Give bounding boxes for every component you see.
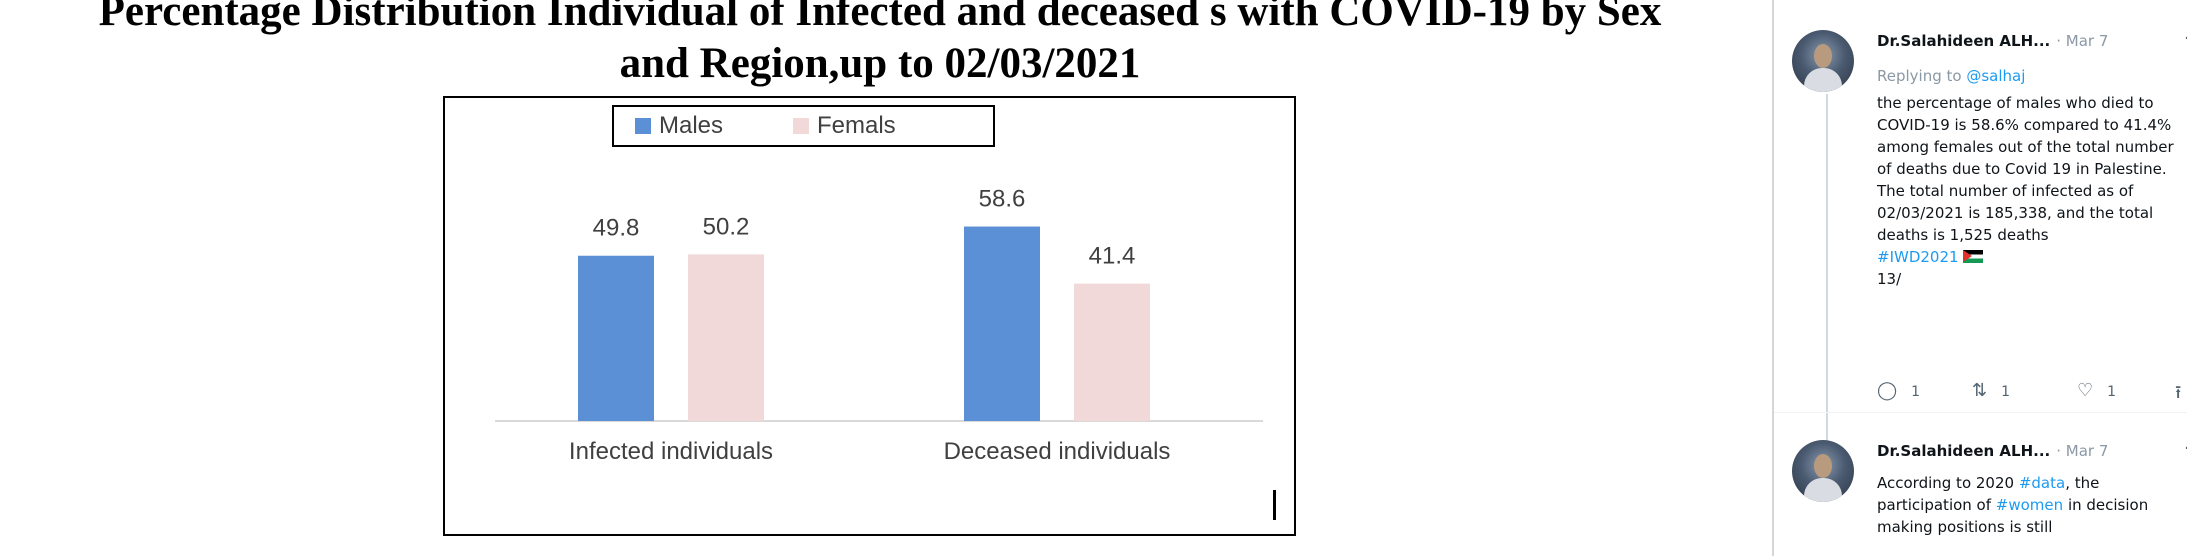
reply-context: Replying to @salhaj [1877,67,2025,85]
data-label: 58.6 [979,186,1026,213]
text-cursor [1273,490,1276,520]
legend-label: Males [659,112,723,139]
bar-chart: 49.8 50.2 Infected individuals 58.6 41.4 Dece… [495,105,1263,465]
tweet-body-part1: According to 2020 [1877,474,2019,492]
legend-label: Femals [817,112,896,139]
title-line-1: Percentage Distribution Individual of In… [98,0,1662,35]
x-tick-label: Deceased individuals [944,438,1171,465]
author-name[interactable]: Dr.Salahideen ALH... [1877,32,2051,50]
more-icon[interactable]: ··· [2184,438,2187,459]
thread-counter: 13/ [1877,270,1902,288]
chart-title: Percentage Distribution Individual of In… [0,0,1760,90]
legend-swatch [793,118,809,134]
bar-males-1 [964,226,1040,421]
slide-area: Percentage Distribution Individual of In… [0,0,1760,536]
bar-males-0 [578,255,654,421]
thread-line [1826,94,1828,454]
tweet-body-part2: , the participation of [1877,474,2100,514]
data-label: 50.2 [703,213,750,240]
legend-swatch [635,118,651,134]
tweet-text: According to 2020 #data, the participati… [1877,472,2182,538]
like-button[interactable]: ♡ 1 [2077,380,2116,401]
share-icon: ⭱ [2175,382,2182,403]
author-name[interactable]: Dr.Salahideen ALH... [1877,442,2051,460]
reply-button[interactable]: ◯ 1 [1877,380,1920,401]
share-button[interactable]: ⭱ [2175,380,2187,410]
reply-count: 1 [1911,384,1921,400]
palestine-flag-icon [1963,250,1984,263]
pane-divider [1772,0,1774,556]
tweet-header: Dr.Salahideen ALH... · Mar 7 [1877,32,2108,50]
tweet-body: the percentage of males who died to COVI… [1877,94,2174,244]
retweet-button[interactable]: ⇅ 1 [1972,380,2010,401]
tweet-separator [1774,412,2187,413]
bar-femals-1 [1074,283,1150,421]
reply-icon: ◯ [1877,380,1898,401]
avatar[interactable] [1792,30,1854,92]
bar-femals-0 [688,254,764,421]
twitter-thread[interactable]: Dr.Salahideen ALH... · Mar 7 ··· Replying… [1774,0,2187,556]
title-line-2: and Region,up to 02/03/2021 [619,40,1141,87]
hashtag-link[interactable]: #IWD2021 [1877,248,1959,266]
tweet-header: Dr.Salahideen ALH... · Mar 7 [1877,442,2108,460]
x-tick-label: Infected individuals [569,438,773,465]
tweet-body-part3: in decision making positions is still [1877,496,2149,536]
data-label: 49.8 [593,215,640,242]
tweet[interactable]: Dr.Salahideen ALH... · Mar 7 ··· Replying… [1792,28,2187,410]
avatar[interactable] [1792,440,1854,502]
hashtag-link[interactable]: #women [1995,496,2064,514]
tweet-date[interactable]: · Mar 7 [2056,442,2109,460]
reply-prefix: Replying to [1877,67,1967,85]
data-label: 41.4 [1089,243,1136,270]
reply-handle-link[interactable]: @salhaj [1966,67,2026,85]
more-icon[interactable]: ··· [2184,28,2187,49]
retweet-icon: ⇅ [1972,380,1988,401]
like-count: 1 [2107,384,2117,400]
retweet-count: 1 [2001,384,2011,400]
tweet[interactable]: Dr.Salahideen ALH... · Mar 7 ··· Accordin… [1792,438,2187,556]
hashtag-link[interactable]: #data [2018,474,2066,492]
tweet-date[interactable]: · Mar 7 [2056,32,2109,50]
tweet-text: the percentage of males who died to COVI… [1877,92,2182,290]
like-icon: ♡ [2077,380,2094,401]
chart-frame: 49.8 50.2 Infected individuals 58.6 41.4 Dece… [443,96,1296,536]
